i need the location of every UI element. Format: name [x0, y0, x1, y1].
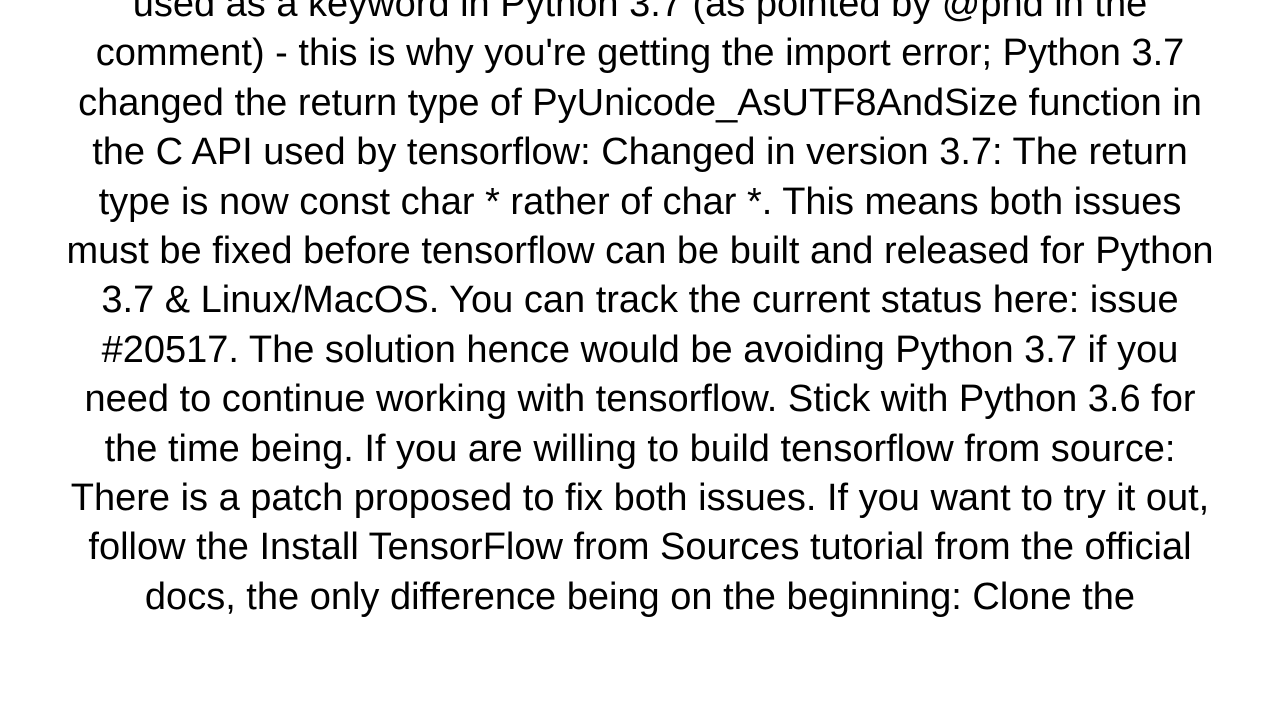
document-body-text: used as a keyword in Python 3.7 (as poin… — [40, 0, 1240, 622]
